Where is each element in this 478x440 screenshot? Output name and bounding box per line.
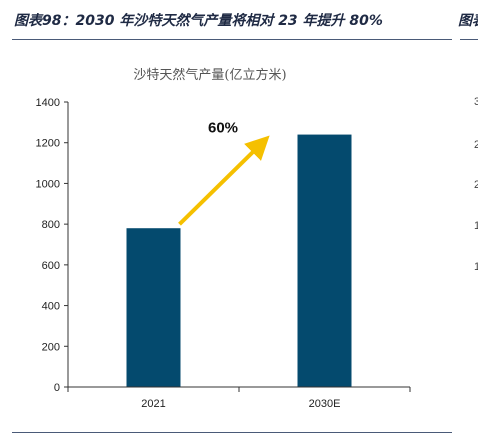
neighbor-tick-fragment: 1 [474,261,478,273]
bar [126,228,181,387]
x-category-label: 2021 [141,398,165,410]
y-tick-label: 1000 [36,178,60,190]
y-axis: 0 200 400 600 800 1000 1200 1400 [36,97,69,394]
bottom-divider [12,432,452,433]
growth-annotation: 60% [178,120,270,226]
y-tick-label: 1200 [36,138,60,150]
neighbor-tick-fragment: 1 [474,220,478,232]
neighbor-tick-fragment: 2 [474,139,478,151]
bars [126,134,352,387]
y-tick-label: 800 [42,219,60,231]
neighbor-tick-fragment: 2 [474,179,478,191]
y-tick-label: 200 [42,341,60,353]
x-axis: 2021 2030E [67,386,411,410]
y-tick-label: 1400 [36,97,60,109]
top-divider [12,39,452,40]
y-tick-label: 400 [42,301,60,313]
y-tick-label: 0 [54,382,60,394]
growth-arrow [178,135,270,226]
neighbor-tick-fragment: 3 [474,96,478,108]
growth-label: 60% [208,120,238,137]
figure-title: 图表98：2030 年沙特天然气产量将相对 23 年提升 80% [14,13,383,29]
y-tick-label: 600 [42,260,60,272]
x-category-label: 2030E [309,398,341,410]
right-panel-fragments: 3 2 2 1 1 [474,96,478,273]
chart-title: 沙特天然气产量(亿立方米) [133,68,287,83]
bar [297,134,352,387]
next-figure-title: 图表 [458,13,478,29]
top-divider-next [460,39,478,40]
